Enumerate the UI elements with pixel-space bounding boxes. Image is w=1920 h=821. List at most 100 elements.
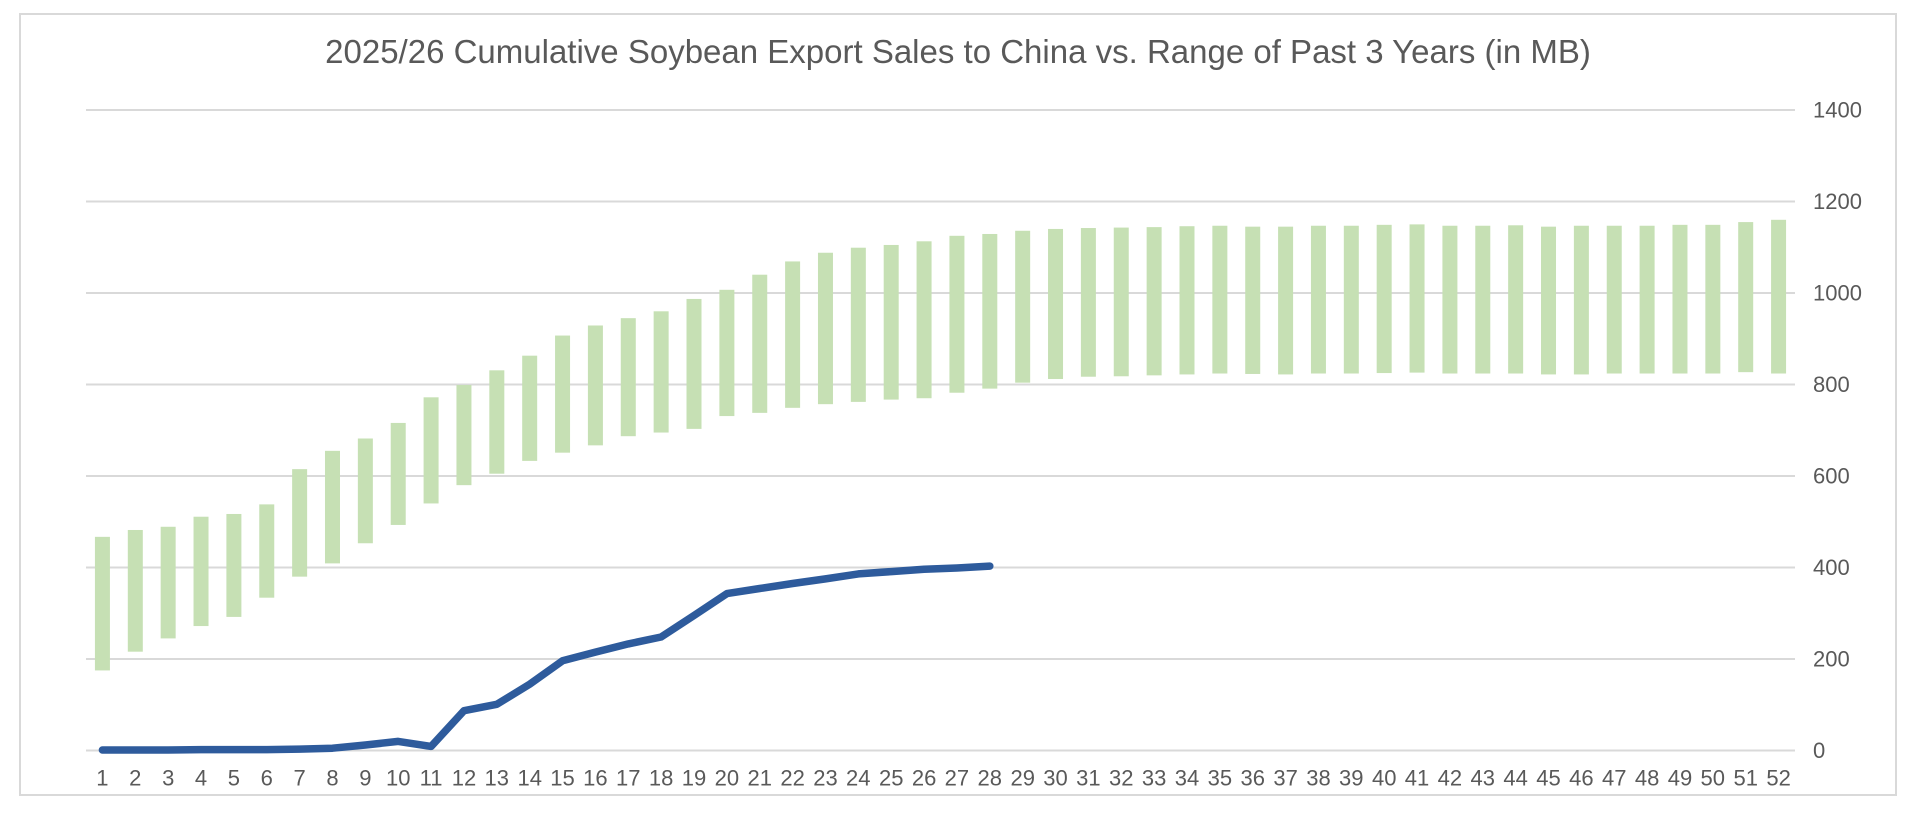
- range-bar-week-30: [1048, 228, 1064, 380]
- x-tick-label-14: 14: [517, 766, 541, 791]
- x-tick-label-6: 6: [261, 766, 273, 791]
- range-bar-week-8: [324, 450, 340, 564]
- x-tick-label-32: 32: [1109, 766, 1133, 791]
- y-tick-label-0: 0: [1813, 738, 1825, 763]
- range-bar-week-19: [686, 298, 702, 429]
- range-bar-week-15: [555, 335, 571, 453]
- x-tick-label-23: 23: [813, 766, 837, 791]
- range-bar-week-41: [1409, 224, 1425, 373]
- range-bar-week-27: [949, 235, 965, 393]
- x-tick-label-28: 28: [978, 766, 1002, 791]
- y-tick-label-200: 200: [1813, 647, 1850, 672]
- x-tick-label-1: 1: [96, 766, 108, 791]
- x-tick-label-34: 34: [1175, 766, 1199, 791]
- range-bars: [94, 219, 1787, 671]
- x-tick-label-45: 45: [1536, 766, 1560, 791]
- x-tick-label-22: 22: [780, 766, 804, 791]
- range-bar-week-35: [1212, 225, 1228, 374]
- range-bar-week-28: [982, 233, 998, 389]
- x-tick-label-39: 39: [1339, 766, 1363, 791]
- range-bar-week-9: [357, 438, 373, 544]
- x-tick-label-41: 41: [1405, 766, 1429, 791]
- range-bar-week-10: [390, 422, 406, 525]
- range-bar-week-34: [1179, 226, 1195, 375]
- range-bar-week-48: [1639, 225, 1655, 374]
- x-tick-label-7: 7: [293, 766, 305, 791]
- x-tick-label-48: 48: [1635, 766, 1659, 791]
- chart-title: 2025/26 Cumulative Soybean Export Sales …: [325, 33, 1591, 70]
- range-bar-week-33: [1146, 227, 1162, 376]
- range-bar-week-23: [817, 252, 833, 405]
- x-tick-label-10: 10: [386, 766, 410, 791]
- y-tick-label-800: 800: [1813, 372, 1850, 397]
- x-tick-label-37: 37: [1273, 766, 1297, 791]
- range-bar-week-24: [850, 247, 866, 402]
- range-bar-week-25: [883, 244, 899, 400]
- x-tick-label-26: 26: [912, 766, 936, 791]
- range-bar-week-2: [127, 529, 143, 652]
- range-bar-week-17: [620, 318, 636, 437]
- range-bar-week-36: [1245, 226, 1261, 374]
- range-bar-week-44: [1508, 225, 1524, 374]
- y-tick-label-1200: 1200: [1813, 189, 1862, 214]
- x-tick-label-15: 15: [550, 766, 574, 791]
- range-bar-week-4: [193, 516, 209, 627]
- gridlines: [86, 109, 1795, 752]
- x-tick-label-2: 2: [129, 766, 141, 791]
- range-bar-week-31: [1080, 228, 1096, 377]
- sales-line: [98, 562, 994, 754]
- range-bar-week-16: [587, 325, 603, 446]
- range-bar-week-3: [160, 526, 176, 639]
- range-bar-week-42: [1442, 225, 1458, 374]
- x-tick-label-12: 12: [452, 766, 476, 791]
- x-tick-label-19: 19: [682, 766, 706, 791]
- x-tick-label-18: 18: [649, 766, 673, 791]
- range-bar-week-49: [1672, 224, 1688, 374]
- range-bar-week-21: [752, 274, 768, 413]
- range-bar-week-13: [489, 370, 505, 474]
- x-tick-label-49: 49: [1668, 766, 1692, 791]
- range-bar-week-50: [1705, 224, 1721, 374]
- y-tick-label-1000: 1000: [1813, 281, 1862, 306]
- range-bar-week-46: [1573, 225, 1589, 375]
- x-tick-label-21: 21: [747, 766, 771, 791]
- x-tick-label-35: 35: [1208, 766, 1232, 791]
- range-bar-week-1: [94, 536, 110, 671]
- x-tick-label-17: 17: [616, 766, 640, 791]
- x-tick-label-31: 31: [1076, 766, 1100, 791]
- range-bar-week-40: [1376, 224, 1392, 374]
- x-tick-label-42: 42: [1438, 766, 1462, 791]
- x-tick-label-44: 44: [1503, 766, 1527, 791]
- x-tick-label-5: 5: [228, 766, 240, 791]
- range-bar-week-32: [1113, 227, 1129, 377]
- range-bar-week-14: [522, 355, 538, 461]
- y-tick-label-600: 600: [1813, 464, 1850, 489]
- x-tick-label-9: 9: [359, 766, 371, 791]
- range-bar-week-45: [1541, 226, 1557, 375]
- range-bar-week-52: [1771, 219, 1787, 374]
- x-tick-label-16: 16: [583, 766, 607, 791]
- range-bar-week-7: [292, 469, 308, 577]
- x-tick-label-27: 27: [945, 766, 969, 791]
- x-tick-label-11: 11: [420, 766, 443, 791]
- x-tick-label-25: 25: [879, 766, 903, 791]
- sales-line-group: [98, 562, 994, 754]
- x-tick-label-20: 20: [715, 766, 739, 791]
- range-bar-week-18: [653, 311, 669, 433]
- range-bar-week-20: [719, 289, 735, 417]
- chart-frame: [19, 13, 1897, 796]
- x-tick-label-4: 4: [195, 766, 207, 791]
- range-bar-week-37: [1278, 226, 1294, 375]
- range-bar-week-6: [259, 504, 275, 598]
- range-bar-week-51: [1738, 222, 1754, 373]
- x-tick-label-47: 47: [1602, 766, 1626, 791]
- x-tick-label-33: 33: [1142, 766, 1166, 791]
- range-bar-week-47: [1606, 225, 1622, 374]
- x-axis-labels: 1 2 3 4 5 6 7 8 9 10 11 12 13 14 15 16 17 18 19 20 21 22 23 24 2…: [96, 766, 1791, 791]
- y-tick-label-1400: 1400: [1813, 98, 1862, 123]
- x-tick-label-36: 36: [1240, 766, 1264, 791]
- range-bar-week-11: [423, 397, 439, 504]
- x-tick-label-13: 13: [485, 766, 509, 791]
